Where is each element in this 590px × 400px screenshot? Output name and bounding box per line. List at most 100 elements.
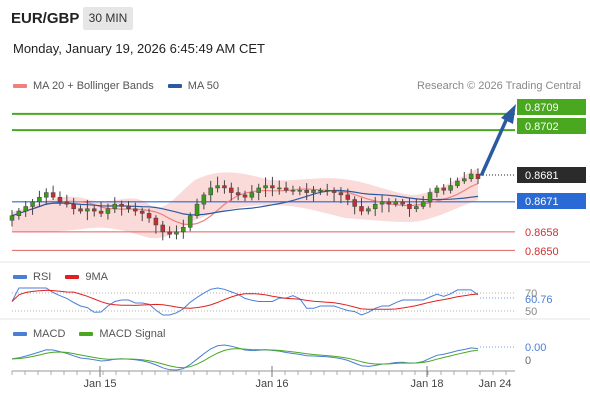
candle-body xyxy=(57,196,63,203)
level-label-0.8658: 0.8658 xyxy=(525,227,559,239)
candle-body xyxy=(222,185,227,189)
candle-body xyxy=(290,190,296,192)
x-axis-ticks xyxy=(11,366,507,377)
price-legend: MA 20 + Bollinger Bands MA 50 xyxy=(13,80,219,92)
candle-body xyxy=(174,231,179,235)
macd-line xyxy=(11,344,479,371)
pair-title: EUR/GBP xyxy=(11,10,80,27)
macd-tick-current: 0.00 xyxy=(525,342,546,354)
legend-swatch-9ma xyxy=(65,275,80,279)
rsi-line xyxy=(11,287,479,316)
chart-header: EUR/GBP 30 MIN xyxy=(0,0,590,38)
level-label-0.8702: 0.8702 xyxy=(525,121,559,133)
badge-0.8681 xyxy=(517,167,586,183)
candle-body xyxy=(256,187,261,193)
candle-body xyxy=(249,192,255,198)
timeframe-badge[interactable]: 30 MIN xyxy=(83,7,133,30)
forecast-arrow-shaft xyxy=(480,114,510,176)
candle-body xyxy=(208,187,213,196)
rsi-tick-70: 70 xyxy=(525,288,537,300)
price-levels xyxy=(12,112,515,251)
candle-body xyxy=(133,208,138,212)
candle-body xyxy=(16,210,22,216)
candle-body xyxy=(345,194,351,200)
rsi-9ma-line xyxy=(11,289,479,310)
candle-body xyxy=(105,208,111,214)
x-tick-label-jan15: Jan 15 xyxy=(83,378,116,390)
candle-body xyxy=(139,210,145,214)
candle-body xyxy=(359,206,364,212)
legend-label-rsi: RSI xyxy=(33,271,52,283)
candle-body xyxy=(242,194,248,198)
candle-body xyxy=(462,178,467,182)
candle-body xyxy=(201,194,207,205)
ma50-line xyxy=(11,189,479,217)
legend-swatch-ma20 xyxy=(13,84,27,88)
rsi-tick-current: 60.76 xyxy=(525,294,553,306)
candle-body xyxy=(215,185,220,189)
candle-body xyxy=(277,187,282,190)
level-label-0.8709: 0.8709 xyxy=(525,102,559,114)
candle-body xyxy=(400,201,405,205)
legend-swatch-rsi xyxy=(13,275,27,279)
candle-body xyxy=(78,208,83,212)
candle-body xyxy=(23,206,28,212)
legend-swatch-macd-signal xyxy=(79,332,94,336)
candle-body xyxy=(229,187,234,193)
rsi-tick-50: 50 xyxy=(525,306,537,318)
level-label-0.8681: 0.8681 xyxy=(525,170,559,182)
level-label-0.8671: 0.8671 xyxy=(525,196,559,208)
candle-body xyxy=(37,196,42,203)
candle-body xyxy=(9,215,15,221)
candle-body xyxy=(160,224,166,233)
candle-body xyxy=(331,190,337,193)
macd-signal-line xyxy=(11,348,479,369)
candle-body xyxy=(181,227,186,233)
candle-body xyxy=(126,206,131,210)
candle-body xyxy=(441,187,446,191)
candle-body xyxy=(318,190,323,192)
candle-body xyxy=(475,173,481,179)
candle-body xyxy=(311,190,316,193)
candle-body xyxy=(98,210,104,214)
candle-body xyxy=(372,203,378,210)
candles xyxy=(9,168,481,241)
badge-0.8702 xyxy=(517,118,586,134)
datetime-label: Monday, January 19, 2026 6:45:49 AM CET xyxy=(13,41,265,56)
rsi-legend: RSI 9MA xyxy=(13,271,108,283)
bollinger-band xyxy=(12,168,478,239)
credit-text: Research © 2026 Trading Central xyxy=(416,80,581,92)
macd-tick-zero: 0 xyxy=(525,355,531,367)
badge-0.8671 xyxy=(517,193,586,209)
candle-body xyxy=(427,192,433,203)
legend-label-macd-signal: MACD Signal xyxy=(99,328,166,340)
candle-body xyxy=(448,185,453,191)
candle-body xyxy=(386,201,392,205)
macd-legend: MACD MACD Signal xyxy=(13,328,165,340)
legend-swatch-macd xyxy=(13,332,27,336)
candle-body xyxy=(297,190,303,192)
x-tick-label-jan18: Jan 18 xyxy=(410,378,443,390)
candle-body xyxy=(338,192,344,196)
candle-body xyxy=(167,231,172,235)
candle-body xyxy=(153,217,159,226)
candle-body xyxy=(434,187,440,193)
candle-body xyxy=(393,201,399,205)
candle-body xyxy=(420,201,426,207)
price-axis: 0.8709 0.8702 0.8681 0.8671 0.8658 0.865… xyxy=(517,99,586,258)
candle-body xyxy=(455,180,460,186)
candle-body xyxy=(235,192,241,196)
candle-body xyxy=(44,192,49,198)
candle-body xyxy=(119,203,124,207)
candle-body xyxy=(91,208,97,212)
candle-body xyxy=(50,192,56,198)
badge-0.8709 xyxy=(517,99,586,115)
level-label-0.8650: 0.8650 xyxy=(525,246,559,258)
candle-body xyxy=(112,203,118,210)
candle-body xyxy=(64,201,70,205)
forecast-arrow-head xyxy=(501,104,516,124)
candle-body xyxy=(407,203,412,210)
candle-body xyxy=(414,206,419,210)
candle-body xyxy=(352,199,357,207)
